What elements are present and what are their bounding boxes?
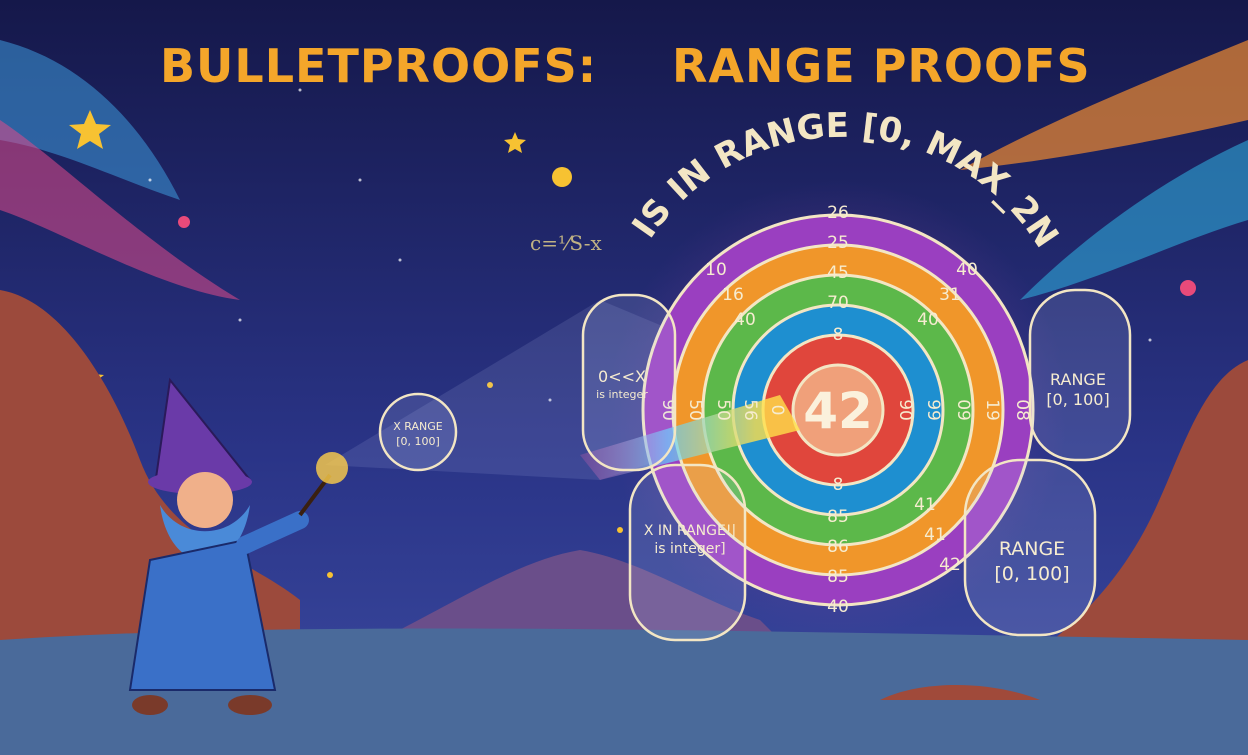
ring-label: 45 [827,263,849,283]
bubble-text: is integer [596,388,648,401]
planet-icon [178,216,190,228]
ring-label: 8 [833,325,844,345]
ring-labels: 26 25 45 70 8 8 85 86 85 40 10 16 40 40 … [658,203,1032,617]
title-right: RANGE PROOFS [672,39,1091,93]
bubble-text: [0, 100] [396,435,440,448]
bubble [628,463,747,642]
bubble-text: 0<<X [598,367,646,386]
target-rings [608,180,1068,640]
nebula-left-pink [0,120,240,300]
bubble-text: RANGE [1050,370,1106,389]
ring-label: 09 [953,399,973,421]
bubble [378,392,458,472]
title-left: BULLETPROOFS: [160,39,597,93]
star-icon [504,132,526,153]
nebula-right [960,40,1248,170]
ring-label: 31 [939,285,961,305]
math-scribble: c=⅟S-x [530,231,603,255]
bullseye [791,363,885,457]
ring-label: 99 [923,399,943,421]
bubble [1028,288,1132,462]
ring-label: 08 [1012,399,1032,421]
bubble-text: X IN RANGE!| [644,523,736,539]
ring-label: 26 [827,203,849,223]
stars [69,110,623,578]
wand-sparkle-icon [316,452,348,484]
planet-icon [552,167,572,187]
rock [880,685,1040,700]
ring-label: 41 [914,495,936,515]
ring-label: 56 [740,399,760,421]
ring-label: 85 [827,567,849,587]
ring-label: 50 [713,399,733,421]
planet-icon [1180,280,1196,296]
bubble-text: [0, 100] [1046,390,1109,409]
ring-label: 90 [895,399,915,421]
rainbow-beam [580,395,800,480]
wizard-robe [128,538,277,691]
ring-label: 85 [827,507,849,527]
bubble [963,458,1097,637]
center-value: 42 [803,382,873,440]
bubble-text: RANGE [999,538,1065,560]
small-stars [148,78,1152,402]
ring-label: 70 [827,293,849,313]
ground [0,628,1248,755]
bubble-text: X RANGE [393,420,443,433]
ring-label: 0 [767,405,787,416]
ring-label: 25 [827,233,849,253]
bubble-text: is integer] [654,541,725,557]
ring-label: 42 [939,555,961,575]
ring-label: 50 [685,399,705,421]
bubbles [378,288,1132,642]
star-icon [69,110,111,149]
ring-label: 40 [734,310,756,330]
ring-label: 40 [917,310,939,330]
ring-label: 19 [982,399,1002,421]
bubble-text: [0, 100] [994,563,1069,585]
ring-label: 40 [956,260,978,280]
ring-label: 86 [827,537,849,557]
ring-label: 16 [722,285,744,305]
ring-label: 90 [658,399,678,421]
wizard [128,377,348,715]
ring-label: 40 [827,597,849,617]
bubble [581,293,677,472]
ring-label: 8 [833,475,844,495]
ring-label: 10 [705,260,727,280]
cliff-right [1040,360,1248,660]
ring-label: 41 [924,525,946,545]
nebula-right-blue [1020,140,1248,300]
wizard-face [177,472,233,528]
